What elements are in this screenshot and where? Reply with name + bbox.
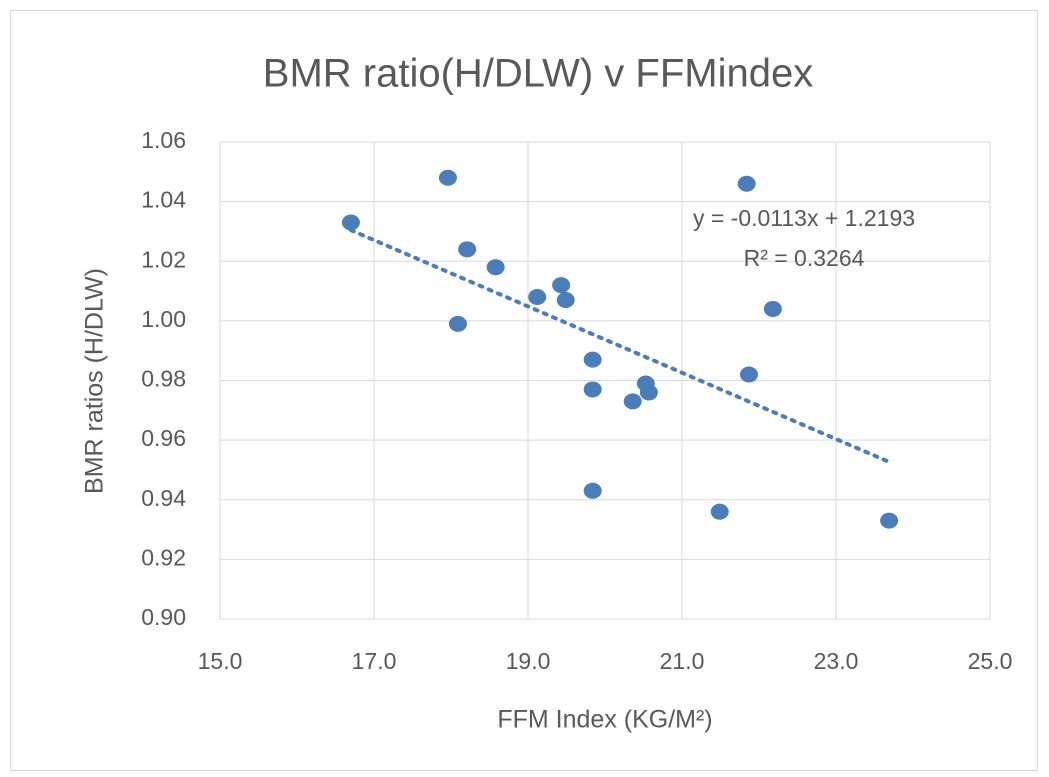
data-point	[583, 482, 602, 499]
data-point	[486, 259, 505, 276]
trendline	[348, 228, 892, 464]
data-point	[528, 289, 547, 306]
y-tick-label: 0.98	[141, 366, 186, 392]
data-point	[341, 214, 360, 231]
data-point	[583, 381, 602, 398]
x-tick-label: 17.0	[352, 648, 397, 674]
data-point	[710, 503, 729, 520]
y-tick-label: 0.92	[141, 544, 186, 570]
data-point	[448, 315, 467, 332]
y-tick-label: 1.00	[141, 306, 186, 332]
trendline-equation: y = -0.0113x + 1.2193	[693, 205, 915, 231]
y-tick-label: 1.06	[141, 127, 186, 153]
y-tick-label: 1.04	[141, 187, 186, 213]
chart-border	[10, 10, 1038, 771]
y-tick-label: 0.96	[141, 425, 186, 451]
data-point	[556, 292, 575, 309]
data-point	[623, 393, 642, 410]
y-axis-label: BMR ratios (H/DLW)	[81, 268, 109, 494]
x-tick-label: 15.0	[198, 648, 243, 674]
trendline-r-squared: R² = 0.3264	[744, 245, 865, 271]
data-point	[880, 512, 899, 529]
chart-title: BMR ratio(H/DLW) v FFMindex	[263, 52, 813, 96]
data-point	[739, 366, 758, 383]
data-point	[552, 277, 571, 294]
y-tick-label: 0.94	[141, 485, 186, 511]
y-tick-label: 0.90	[141, 604, 186, 630]
data-point	[458, 241, 477, 258]
data-point	[583, 351, 602, 368]
x-tick-label: 25.0	[968, 648, 1013, 674]
data-point	[639, 384, 658, 401]
data-point	[438, 169, 457, 186]
data-point	[737, 175, 756, 192]
x-tick-label: 23.0	[814, 648, 859, 674]
data-point	[763, 300, 782, 317]
x-axis-label: FFM Index (KG/M²)	[497, 706, 712, 734]
x-tick-label: 21.0	[660, 648, 705, 674]
x-tick-label: 19.0	[506, 648, 551, 674]
y-tick-label: 1.02	[141, 246, 186, 272]
